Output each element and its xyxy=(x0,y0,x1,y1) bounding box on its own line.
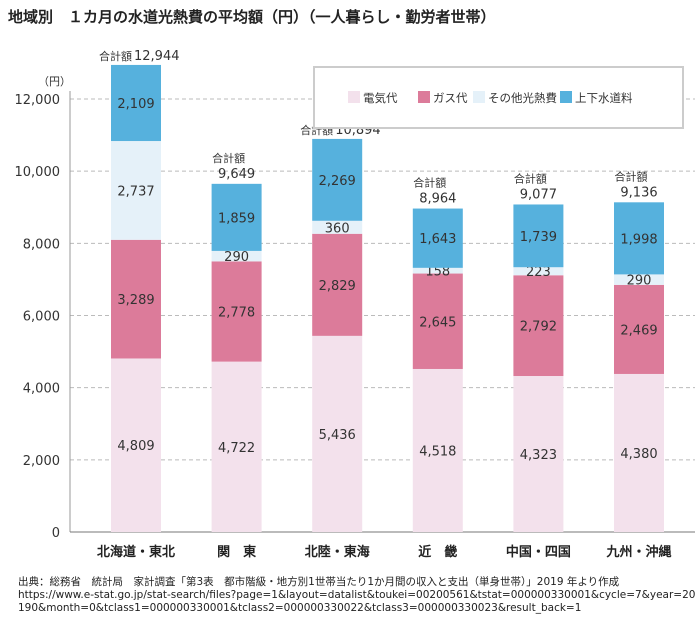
total-value: 9,077 xyxy=(520,187,557,202)
data-label: 2,737 xyxy=(117,184,154,199)
chart-title: 地域別 １カ月の水道光熱費の平均額（円）（一人暮らし・勤労者世帯） xyxy=(8,8,496,26)
bar-segment xyxy=(513,267,564,276)
bar-segment xyxy=(312,335,363,532)
y-tick-label: 6,000 xyxy=(23,310,60,325)
data-label: 2,792 xyxy=(520,320,557,335)
bar-segment xyxy=(111,64,161,142)
data-label: 5,436 xyxy=(319,428,356,443)
legend-label: その他光熱費 xyxy=(488,91,557,105)
data-label: 4,380 xyxy=(620,447,657,462)
data-label: 4,518 xyxy=(419,444,456,459)
total-label: 合計額 xyxy=(514,171,547,185)
bar-segment xyxy=(211,250,262,262)
source-note: 出典：総務省 統計局 家計調査「第3表 都市階級・地方別1世帯当たり1か月間の収… xyxy=(18,576,698,615)
data-label: 3,289 xyxy=(117,293,154,308)
bar-segment xyxy=(211,361,262,532)
legend-label: 上下水道料 xyxy=(575,91,633,105)
total-label: 合計額 xyxy=(99,49,132,63)
data-label: 4,323 xyxy=(520,448,557,463)
bar-segment xyxy=(111,358,161,532)
legend-swatch xyxy=(473,91,485,103)
bar-segment xyxy=(211,183,262,251)
y-tick-label: 4,000 xyxy=(23,382,60,397)
total-label: 合計額 xyxy=(615,169,648,183)
bar-segment xyxy=(312,138,363,221)
legend-swatch xyxy=(348,91,360,103)
bar-segment xyxy=(614,202,664,275)
x-tick-label: 近 畿 xyxy=(418,544,457,560)
y-tick-label: 0 xyxy=(52,526,60,541)
data-label: 1,643 xyxy=(419,232,456,247)
x-tick-label: 北海道・東北 xyxy=(97,544,175,560)
x-tick-label: 北陸・東海 xyxy=(305,544,370,560)
bar-segment xyxy=(412,267,463,274)
data-label: 2,269 xyxy=(319,174,356,189)
data-label: 1,739 xyxy=(520,230,557,245)
bar-segment xyxy=(111,239,161,359)
data-label: 290 xyxy=(627,274,652,289)
total-value: 8,964 xyxy=(419,192,456,207)
legend-label: ガス代 xyxy=(433,91,468,105)
total-label: 合計額 xyxy=(212,151,245,165)
total-label: 合計額 xyxy=(413,176,446,190)
data-label: 1,998 xyxy=(620,232,657,247)
legend-label: 電気代 xyxy=(363,91,398,105)
data-label: 2,109 xyxy=(117,97,154,112)
x-tick-label: 九州・沖縄 xyxy=(605,544,671,560)
y-tick-label: 10,000 xyxy=(15,165,61,180)
bar-segment xyxy=(312,233,363,336)
source-url: https://www.e-stat.go.jp/stat-search/fil… xyxy=(18,589,696,614)
data-label: 158 xyxy=(425,265,450,280)
bar-segment xyxy=(312,220,363,234)
data-label: 4,809 xyxy=(117,439,154,454)
legend-swatch xyxy=(418,91,430,103)
total-value: 9,649 xyxy=(218,167,255,182)
bar-segment xyxy=(614,373,664,532)
bar-segment xyxy=(412,208,463,268)
data-label: 2,645 xyxy=(419,315,456,330)
bar-segment xyxy=(614,274,664,285)
bar-segment xyxy=(211,261,262,362)
x-tick-label: 中国・四国 xyxy=(506,544,571,560)
data-label: 2,778 xyxy=(218,305,255,320)
data-label: 1,859 xyxy=(218,211,255,226)
legend-box xyxy=(313,66,684,129)
bar-segment xyxy=(412,368,463,532)
y-tick-label: 12,000 xyxy=(15,93,61,108)
bar-segment xyxy=(513,204,564,268)
bar-segment xyxy=(614,284,664,374)
total-value: 9,136 xyxy=(620,185,657,200)
legend-swatch xyxy=(560,91,572,103)
bar-segment xyxy=(111,141,161,240)
data-label: 4,722 xyxy=(218,441,255,456)
x-tick-label: 関 東 xyxy=(217,544,256,560)
bar-segment xyxy=(412,273,463,369)
data-label: 290 xyxy=(224,250,249,265)
data-label: 223 xyxy=(526,265,551,280)
total-value: 12,944 xyxy=(134,49,180,64)
source-text: 出典：総務省 統計局 家計調査「第3表 都市階級・地方別1世帯当たり1か月間の収… xyxy=(18,576,620,588)
y-tick-label: 2,000 xyxy=(23,454,60,469)
y-axis-unit: （円） xyxy=(38,75,71,88)
data-label: 360 xyxy=(325,221,350,236)
data-label: 2,469 xyxy=(620,323,657,338)
bar-segment xyxy=(513,275,564,377)
y-tick-label: 8,000 xyxy=(23,237,60,252)
bar-segment xyxy=(513,376,564,532)
data-label: 2,829 xyxy=(319,279,356,294)
